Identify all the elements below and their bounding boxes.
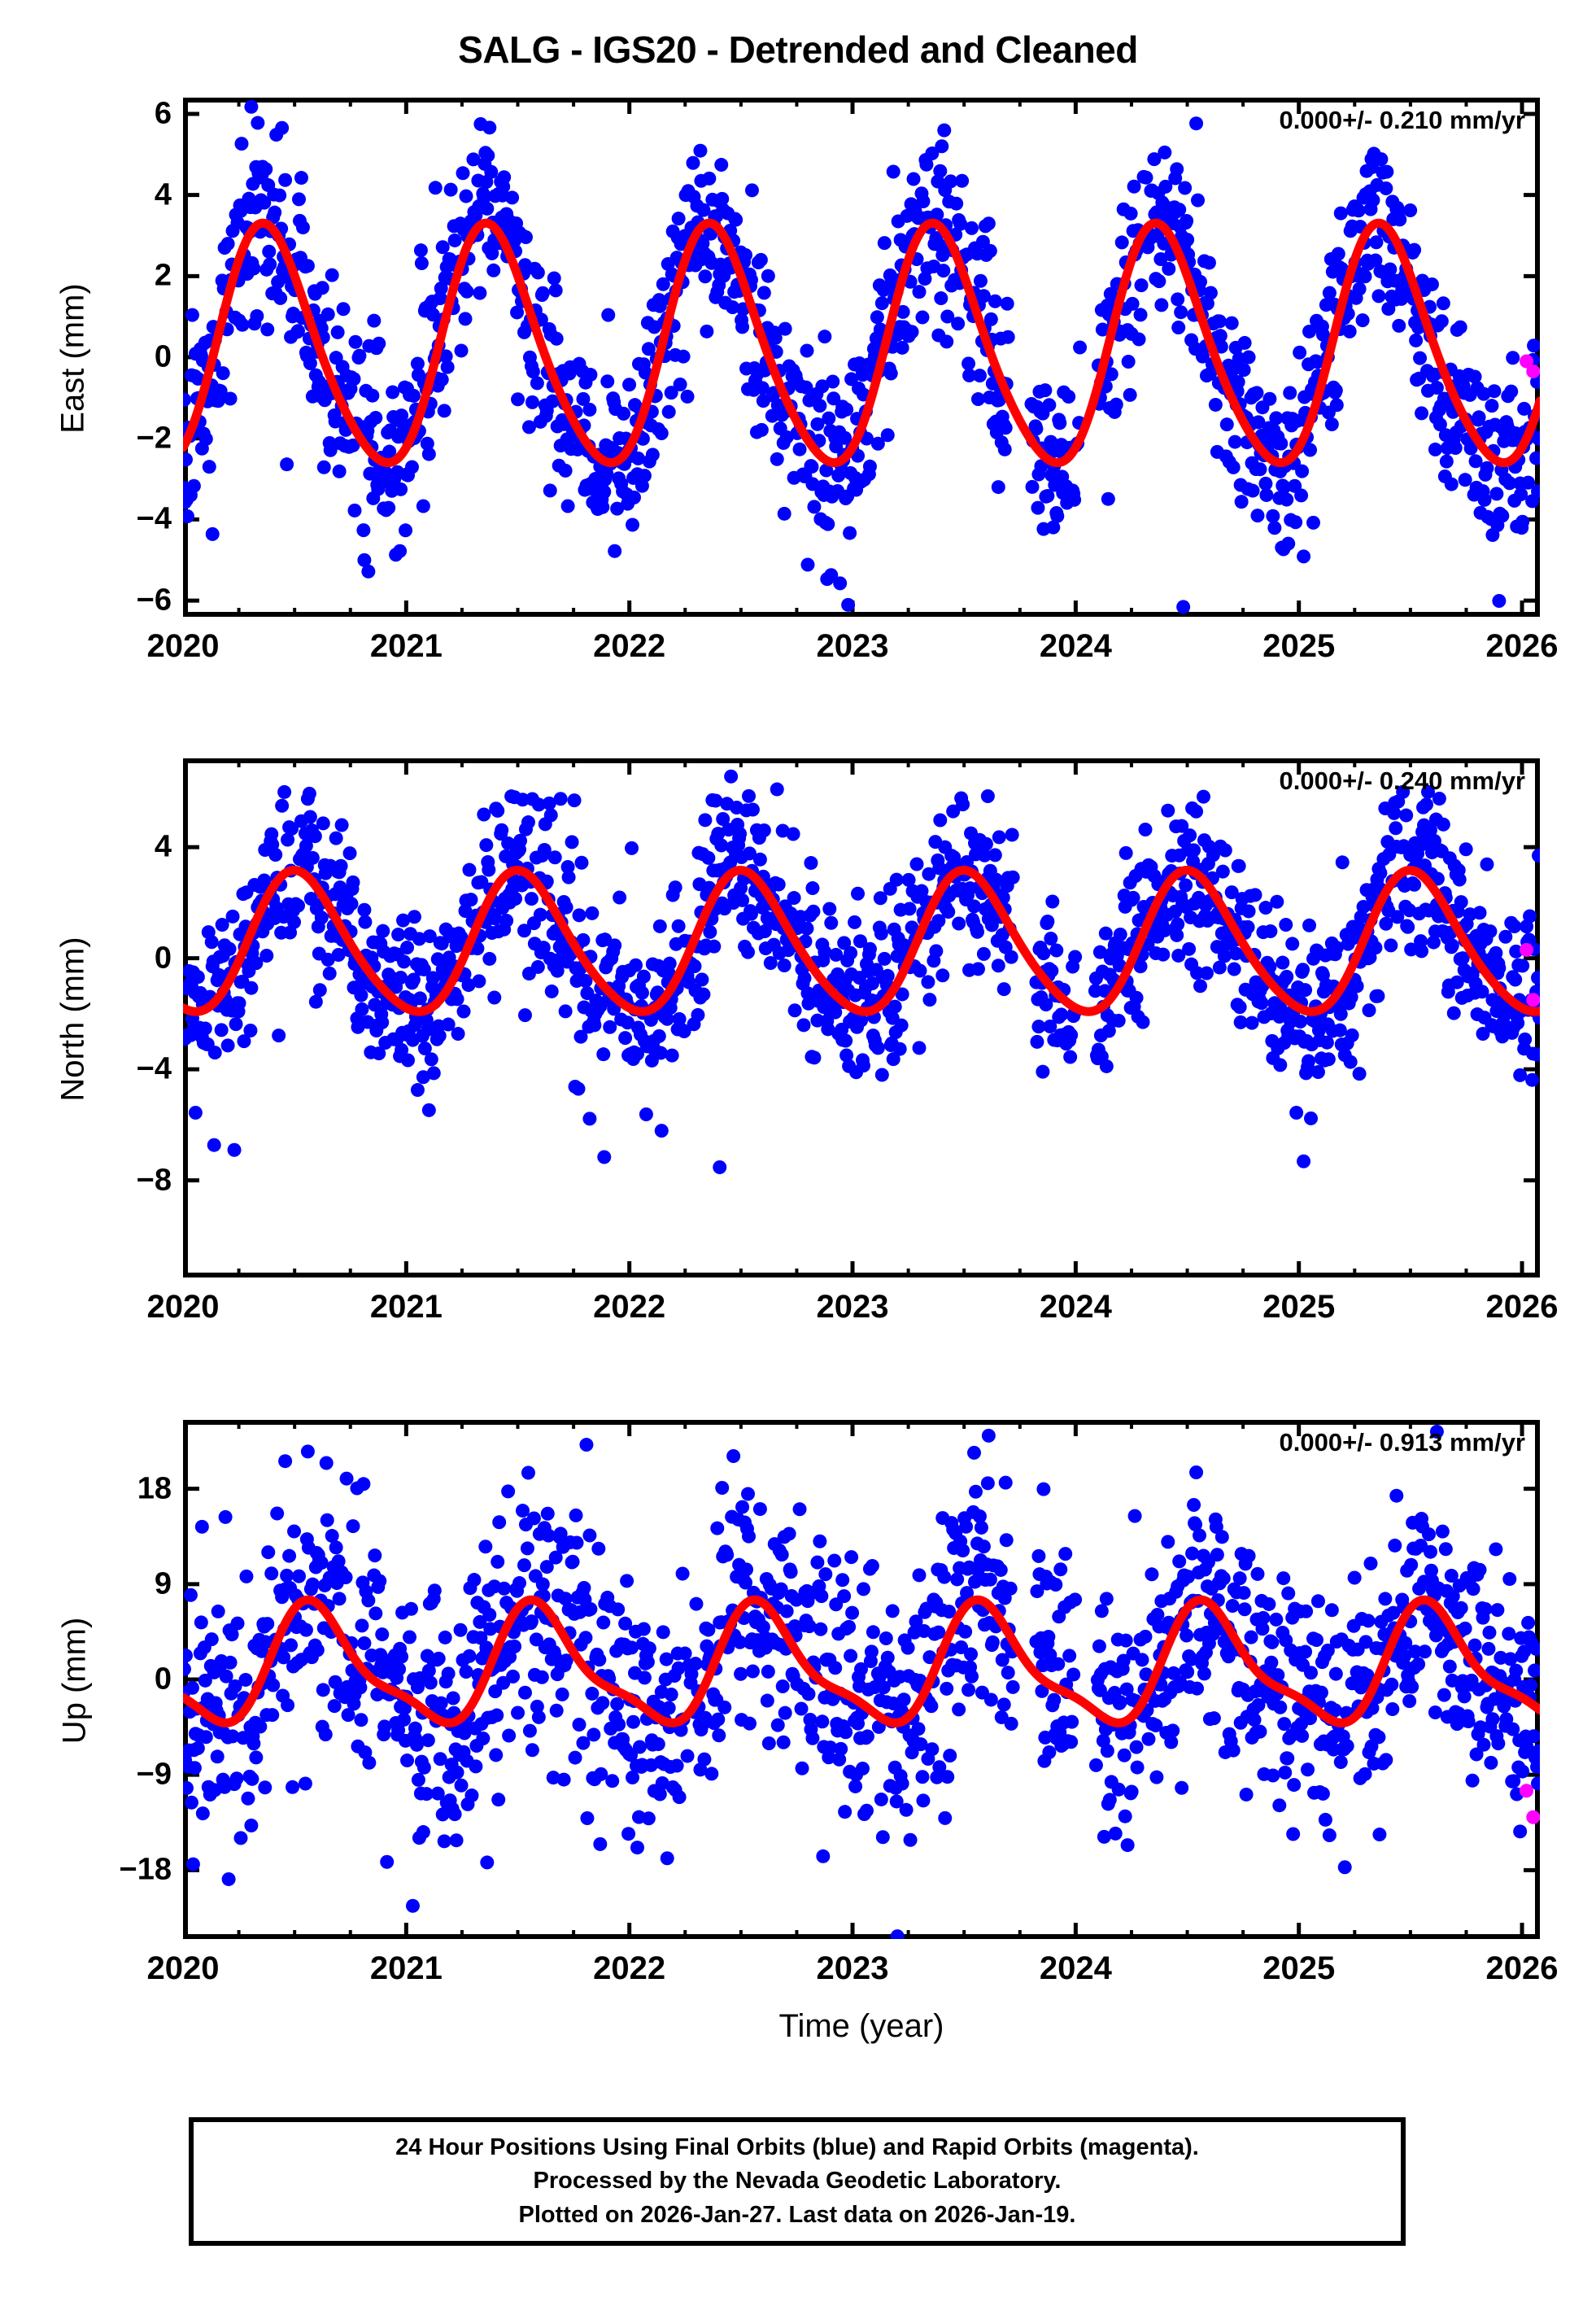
panel-north-y-axis-label: North (mm) xyxy=(55,937,91,1102)
panel-north-plot xyxy=(183,758,1540,1277)
xtick-label: 2021 xyxy=(369,1950,443,1986)
xtick-label: 2023 xyxy=(816,628,889,664)
panel-east-y-axis-label: East (mm) xyxy=(55,283,91,434)
xtick-label: 2024 xyxy=(1039,628,1112,664)
footer-line-3: Plotted on 2026-Jan-27. Last data on 202… xyxy=(518,2201,1076,2228)
ytick-label: 2 xyxy=(154,258,172,293)
xtick-label: 2022 xyxy=(593,628,666,664)
ytick-label: −4 xyxy=(136,1051,172,1086)
ytick-label: −18 xyxy=(119,1852,172,1887)
panel-up-ytick-labels: 18 9 0 −9 −18 xyxy=(94,1420,172,1939)
xtick-label: 2024 xyxy=(1039,1950,1112,1986)
footer-note-box: 24 Hour Positions Using Final Orbits (bl… xyxy=(189,2117,1406,2246)
x-axis-label: Time (year) xyxy=(778,2008,944,2044)
panel-east: 0.000+/- 0.210 mm/yr xyxy=(183,98,1540,617)
panel-east-rate-annotation: 0.000+/- 0.210 mm/yr xyxy=(1279,106,1525,134)
ytick-label: −8 xyxy=(136,1163,172,1198)
xtick-label: 2025 xyxy=(1262,1950,1336,1986)
footer-line-1: 24 Hour Positions Using Final Orbits (bl… xyxy=(395,2134,1199,2161)
panel-up-plot xyxy=(183,1420,1540,1939)
ytick-label: 9 xyxy=(154,1566,172,1601)
xtick-label: 2020 xyxy=(146,1289,220,1325)
ytick-label: 18 xyxy=(137,1471,172,1506)
ytick-label: 0 xyxy=(154,941,172,976)
panel-north: 0.000+/- 0.240 mm/yr xyxy=(183,758,1540,1277)
xtick-label: 2021 xyxy=(369,1289,443,1325)
xtick-label: 2022 xyxy=(593,1289,666,1325)
xtick-label: 2026 xyxy=(1485,628,1559,664)
xtick-label: 2020 xyxy=(146,628,220,664)
xtick-label: 2023 xyxy=(816,1289,889,1325)
footer-line-2: Processed by the Nevada Geodetic Laborat… xyxy=(533,2168,1062,2195)
xtick-label: 2020 xyxy=(146,1950,220,1986)
ytick-label: −4 xyxy=(136,501,172,536)
panel-up-y-axis-label: Up (mm) xyxy=(56,1617,93,1745)
xtick-label: 2026 xyxy=(1485,1289,1559,1325)
ytick-label: −9 xyxy=(136,1757,172,1792)
ytick-label: 0 xyxy=(154,339,172,374)
ytick-label: 4 xyxy=(154,829,172,864)
xtick-label: 2021 xyxy=(369,628,443,664)
xtick-label: 2023 xyxy=(816,1950,889,1986)
panel-east-plot xyxy=(183,98,1540,617)
xtick-label: 2022 xyxy=(593,1950,666,1986)
xtick-label: 2025 xyxy=(1262,628,1336,664)
ytick-label: 6 xyxy=(154,96,172,131)
panel-north-rate-annotation: 0.000+/- 0.240 mm/yr xyxy=(1279,766,1525,795)
panel-east-ytick-labels: 6 4 2 0 −2 −4 −6 xyxy=(94,96,172,618)
panel-north-ytick-labels: 4 0 −4 −8 xyxy=(94,758,172,1277)
ytick-label: 0 xyxy=(154,1662,172,1697)
panel-up: 0.000+/- 0.913 mm/yr xyxy=(183,1420,1540,1939)
page-title: SALG - IGS20 - Detrended and Cleaned xyxy=(458,28,1138,71)
ytick-label: −6 xyxy=(136,583,172,618)
xtick-label: 2024 xyxy=(1039,1289,1112,1325)
ytick-label: 4 xyxy=(154,177,172,212)
ytick-label: −2 xyxy=(136,421,172,456)
panel-up-rate-annotation: 0.000+/- 0.913 mm/yr xyxy=(1279,1428,1525,1457)
xtick-label: 2026 xyxy=(1485,1950,1559,1986)
xtick-label: 2025 xyxy=(1262,1289,1336,1325)
